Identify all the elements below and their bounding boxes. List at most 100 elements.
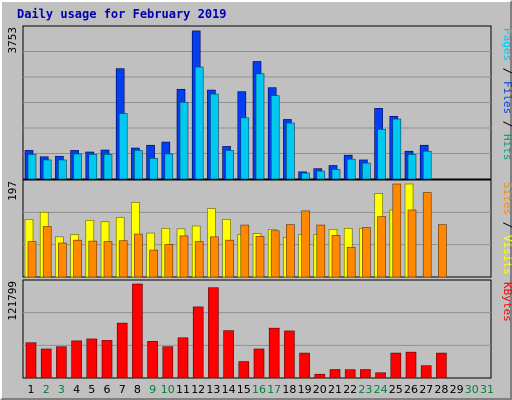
bar-kbytes — [192, 306, 204, 379]
y-max-label: 121799 — [6, 281, 19, 321]
x-tick-label: 2 — [43, 383, 50, 396]
bar-pages — [392, 118, 402, 180]
bar-sites — [194, 241, 204, 278]
bar-pages — [270, 95, 280, 180]
bar-kbytes — [436, 352, 447, 379]
x-tick-label: 6 — [104, 383, 111, 396]
y-series-label-part: Hits — [501, 134, 512, 161]
bar-pages — [331, 169, 341, 180]
y-series-label-part: / — [501, 215, 512, 235]
y-series-label: KBytes — [501, 282, 512, 322]
bar-pages — [118, 113, 128, 180]
bar-pages — [103, 154, 113, 180]
x-tick-label: 8 — [134, 383, 141, 396]
y-series-label-part: Sites — [501, 182, 512, 215]
bar-sites — [210, 236, 219, 278]
y-series-label-part: Files — [501, 81, 512, 114]
bar-kbytes — [101, 340, 113, 379]
bar-sites — [331, 235, 341, 278]
bar-sites — [392, 183, 402, 278]
bar-sites — [149, 249, 158, 278]
bar-kbytes — [71, 340, 82, 379]
bar-sites — [58, 242, 67, 278]
x-tick-label: 12 — [191, 383, 205, 396]
bar-kbytes — [314, 373, 326, 379]
bar-pages — [149, 158, 158, 180]
bar-kbytes — [147, 341, 158, 379]
x-tick-label: 21 — [328, 383, 342, 396]
x-tick-label: 22 — [343, 383, 357, 396]
x-tick-label: 26 — [404, 383, 418, 396]
bar-sites — [346, 246, 356, 278]
x-tick-label: 1 — [28, 383, 35, 396]
x-tick-label: 14 — [222, 383, 236, 396]
panel-kbytes: 121799 KBytes — [6, 279, 512, 379]
bar-pages — [194, 66, 204, 180]
bar-kbytes — [299, 352, 310, 379]
x-tick-label: 9 — [149, 383, 156, 396]
x-tick-label: 7 — [119, 383, 126, 396]
bar-pages — [88, 154, 98, 180]
bar-pages — [225, 150, 234, 180]
bar-pages — [301, 172, 310, 180]
bar-sites — [255, 236, 265, 278]
y-series-label-part: Visits — [501, 235, 512, 275]
x-tick-label: 5 — [88, 383, 95, 396]
bar-pages — [362, 162, 371, 180]
x-tick-label: 20 — [313, 383, 327, 396]
y-series-label: Sites / Visits — [501, 182, 512, 275]
bar-pages — [422, 150, 432, 180]
bar-sites — [88, 240, 98, 278]
x-tick-label: 15 — [237, 383, 251, 396]
bar-kbytes — [208, 287, 219, 379]
bar-sites — [103, 241, 113, 278]
bar-pages — [407, 154, 417, 180]
bar-sites — [407, 209, 417, 278]
x-tick-label: 23 — [358, 383, 372, 396]
bar-sites — [438, 224, 447, 278]
bar-pages — [179, 102, 189, 180]
bar-kbytes — [25, 342, 37, 379]
bar-sites — [42, 226, 52, 278]
bar-pages — [58, 159, 67, 180]
panel-visits-sites: 197 Sites / Visits — [6, 179, 512, 278]
bar-sites — [240, 224, 250, 278]
bar-pages — [316, 170, 326, 180]
x-tick-label: 3 — [58, 383, 65, 396]
bar-kbytes — [116, 322, 128, 379]
x-tick-label: 27 — [419, 383, 433, 396]
bar-sites — [316, 224, 326, 278]
x-tick-label: 18 — [282, 383, 296, 396]
bar-sites — [286, 224, 295, 278]
bar-kbytes — [40, 348, 52, 379]
bar-pages — [377, 129, 386, 180]
x-tick-label: 17 — [267, 383, 281, 396]
y-series-label-part: / — [501, 114, 512, 134]
x-tick-label: 25 — [389, 383, 403, 396]
bar-kbytes — [162, 346, 174, 379]
x-tick-label: 29 — [450, 383, 464, 396]
bar-sites — [164, 244, 174, 278]
bar-sites — [73, 239, 82, 278]
bar-pages — [134, 150, 143, 180]
bar-kbytes — [420, 365, 432, 379]
bar-kbytes — [177, 337, 189, 379]
bar-kbytes — [86, 338, 98, 379]
bar-kbytes — [329, 369, 341, 379]
bar-pages — [73, 153, 82, 180]
chart-title: Daily usage for February 2019 — [17, 7, 227, 21]
bar-kbytes — [390, 352, 402, 379]
bar-pages — [346, 158, 356, 180]
bar-pages — [27, 154, 37, 180]
bar-kbytes — [360, 369, 371, 379]
x-tick-label: 11 — [176, 383, 190, 396]
bar-kbytes — [238, 361, 250, 379]
bar-kbytes — [344, 369, 356, 379]
x-tick-label: 28 — [434, 383, 448, 396]
bar-pages — [240, 117, 250, 180]
bar-sites — [27, 241, 37, 278]
x-tick-label: 30 — [465, 383, 479, 396]
bar-sites — [301, 210, 310, 278]
bar-kbytes — [253, 348, 265, 379]
